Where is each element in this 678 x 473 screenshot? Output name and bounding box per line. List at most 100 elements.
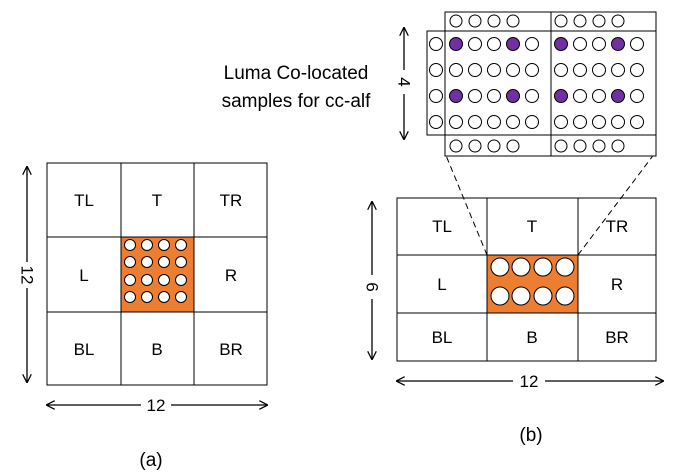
luma-sample — [573, 37, 587, 51]
luma-sample — [449, 63, 463, 77]
luma-caption-line-1: Luma Co-located — [224, 63, 369, 84]
luma-sample — [573, 89, 587, 103]
luma-sample — [525, 63, 539, 77]
luma-colocated-sample — [506, 89, 520, 103]
luma-sample — [611, 63, 625, 77]
luma-sample — [573, 14, 587, 28]
luma-sample — [592, 89, 606, 103]
luma-sample — [429, 37, 443, 51]
height-label: 6 — [363, 282, 382, 291]
luma-sample — [487, 139, 501, 153]
luma-sample — [554, 139, 568, 153]
chroma-sample — [124, 256, 136, 268]
cell-label-tr: TR — [606, 217, 629, 236]
cell-label-br: BR — [219, 340, 243, 359]
luma-sample — [592, 14, 606, 28]
cell-label-tl: TL — [432, 217, 452, 236]
luma-sample — [487, 63, 501, 77]
luma-sample — [611, 14, 625, 28]
luma-sample — [487, 115, 501, 129]
chroma-sample — [175, 291, 187, 303]
luma-sample — [592, 63, 606, 77]
chroma-sample — [490, 286, 510, 306]
cell-label-tr: TR — [220, 191, 243, 210]
panel-a-chroma-samples — [124, 239, 187, 303]
chroma-sample — [158, 274, 170, 286]
luma-sample — [506, 63, 520, 77]
luma-colocated-sample — [449, 37, 463, 51]
chroma-sample — [511, 286, 531, 306]
luma-sample — [468, 115, 482, 129]
luma-sample-grid — [426, 11, 657, 157]
chroma-sample — [533, 257, 553, 277]
cell-label-bl: BL — [432, 328, 453, 347]
luma-sample — [592, 139, 606, 153]
luma-colocated-sample — [449, 89, 463, 103]
width-label: 12 — [520, 372, 539, 391]
luma-colocated-sample — [554, 89, 568, 103]
luma-sample — [573, 139, 587, 153]
luma-sample — [573, 63, 587, 77]
width-label: 12 — [147, 396, 166, 415]
luma-sample — [429, 89, 443, 103]
cell-label-r: R — [611, 275, 623, 294]
luma-sample — [592, 37, 606, 51]
luma-sample — [525, 37, 539, 51]
luma-sample — [630, 63, 644, 77]
luma-sample — [468, 89, 482, 103]
zoom-guide-right — [577, 152, 656, 256]
luma-sample — [429, 63, 443, 77]
luma-sample — [487, 14, 501, 28]
chroma-sample — [124, 239, 136, 251]
panel-a-grid — [46, 162, 268, 386]
luma-sample — [449, 139, 463, 153]
luma-colocated-sample — [554, 37, 568, 51]
luma-sample — [525, 115, 539, 129]
panel-a-caption: (a) — [139, 450, 162, 471]
chroma-sample — [175, 256, 187, 268]
chroma-sample — [555, 286, 575, 306]
cell-label-bl: BL — [74, 340, 95, 359]
cell-label-b: B — [526, 328, 537, 347]
luma-sample — [611, 115, 625, 129]
chroma-sample — [490, 257, 510, 277]
luma-sample — [468, 139, 482, 153]
cell-label-b: B — [151, 340, 162, 359]
luma-sample — [468, 14, 482, 28]
luma-sample — [554, 63, 568, 77]
zoom-guide-left — [444, 152, 488, 256]
chroma-sample — [533, 286, 553, 306]
luma-sample — [506, 115, 520, 129]
luma-sample — [506, 139, 520, 153]
chroma-sample — [158, 239, 170, 251]
luma-sample — [429, 115, 443, 129]
luma-sample — [630, 89, 644, 103]
luma-samples — [429, 14, 644, 153]
luma-sample — [487, 37, 501, 51]
luma-colocated-sample — [506, 37, 520, 51]
luma-sample — [449, 115, 463, 129]
panel-a: TL T TR L R BL B BR 12 12 (a) — [18, 162, 268, 471]
luma-sample — [554, 115, 568, 129]
cell-label-l: L — [437, 275, 446, 294]
luma-sample — [592, 115, 606, 129]
cell-label-l: L — [79, 266, 88, 285]
chroma-sample — [511, 257, 531, 277]
chroma-sample — [124, 274, 136, 286]
height-label: 12 — [18, 266, 37, 285]
cell-label-t: T — [527, 217, 537, 236]
chroma-sample — [141, 239, 153, 251]
chroma-sample — [158, 291, 170, 303]
luma-sample — [630, 115, 644, 129]
chroma-sample — [141, 291, 153, 303]
chroma-sample — [175, 239, 187, 251]
cell-label-t: T — [152, 191, 162, 210]
luma-sample — [630, 37, 644, 51]
panel-b-caption: (b) — [519, 425, 542, 446]
luma-colocated-sample — [611, 89, 625, 103]
luma-colocated-sample — [611, 37, 625, 51]
chroma-sample — [141, 256, 153, 268]
chroma-sample — [158, 256, 170, 268]
luma-sample — [468, 63, 482, 77]
chroma-sample — [555, 257, 575, 277]
